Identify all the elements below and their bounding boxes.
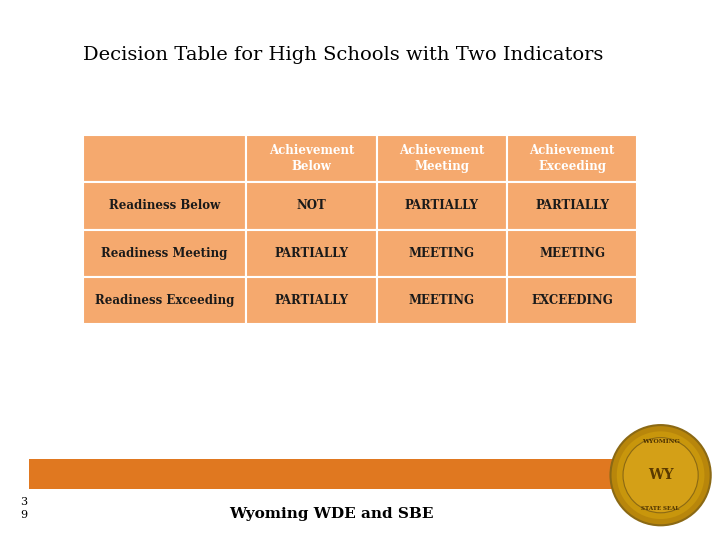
Text: PARTIALLY: PARTIALLY [535, 199, 609, 212]
Bar [246, 183, 377, 230]
Bar [246, 135, 377, 183]
Bar [246, 276, 377, 324]
Text: PARTIALLY: PARTIALLY [274, 247, 348, 260]
Text: STATE SEAL: STATE SEAL [642, 506, 680, 511]
Text: Readiness Below: Readiness Below [109, 199, 220, 212]
Text: Wyoming WDE and SBE: Wyoming WDE and SBE [229, 507, 433, 521]
Text: Achievement
Meeting: Achievement Meeting [399, 144, 485, 173]
Text: MEETING: MEETING [409, 294, 474, 307]
Circle shape [611, 425, 711, 525]
Text: WY: WY [648, 468, 673, 482]
Bar [377, 276, 507, 324]
Bar [507, 183, 637, 230]
Bar [507, 135, 637, 183]
Text: MEETING: MEETING [409, 247, 474, 260]
Bar [83, 230, 246, 276]
Bar [83, 183, 246, 230]
Bar [377, 183, 507, 230]
Bar [377, 135, 507, 183]
Text: PARTIALLY: PARTIALLY [405, 199, 479, 212]
Text: MEETING: MEETING [539, 247, 605, 260]
Bar [507, 230, 637, 276]
Text: Achievement
Below: Achievement Below [269, 144, 354, 173]
Text: NOT: NOT [297, 199, 326, 212]
Circle shape [617, 431, 704, 519]
Text: Readiness Meeting: Readiness Meeting [102, 247, 228, 260]
Text: 3
9: 3 9 [20, 497, 27, 520]
Text: WYOMING: WYOMING [642, 440, 680, 444]
Bar [83, 276, 246, 324]
Text: Decision Table for High Schools with Two Indicators: Decision Table for High Schools with Two… [83, 46, 603, 64]
Bar [83, 135, 246, 183]
Bar [29, 459, 630, 489]
Bar [246, 230, 377, 276]
Bar [377, 230, 507, 276]
Text: PARTIALLY: PARTIALLY [274, 294, 348, 307]
Text: Readiness Exceeding: Readiness Exceeding [95, 294, 234, 307]
Text: Achievement
Exceeding: Achievement Exceeding [529, 144, 615, 173]
Circle shape [623, 437, 698, 513]
Text: EXCEEDING: EXCEEDING [531, 294, 613, 307]
Bar [507, 276, 637, 324]
